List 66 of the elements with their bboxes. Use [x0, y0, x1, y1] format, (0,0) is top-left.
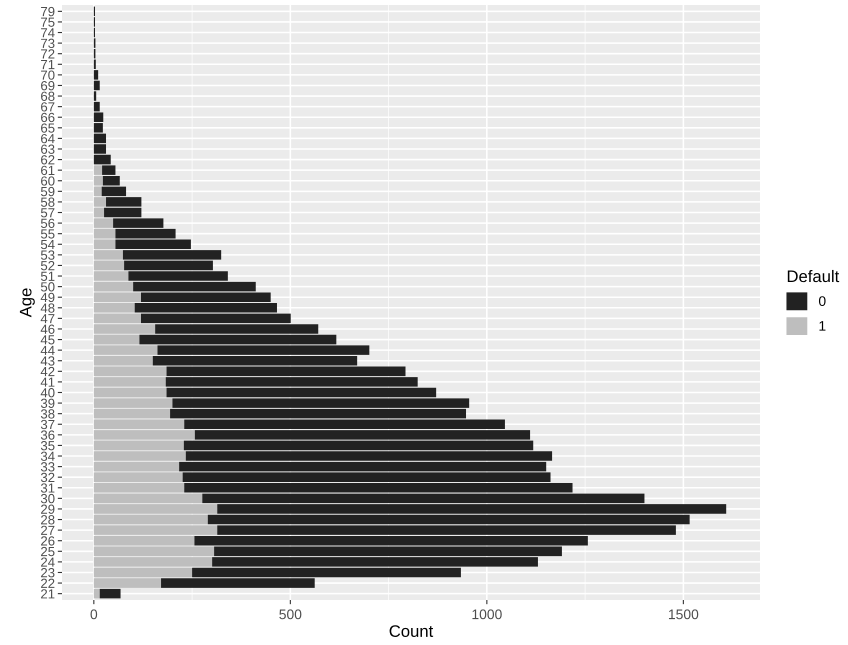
y-tick-label: 33 — [40, 462, 54, 472]
y-tick-label: 56 — [40, 218, 54, 228]
y-tick-label: 51 — [40, 272, 54, 281]
y-tick-label: 43 — [40, 356, 54, 366]
x-tick-label: 1000 — [472, 609, 502, 620]
y-tick-label: 79 — [41, 6, 54, 16]
y-tick-label: 72 — [41, 49, 54, 58]
y-tick-label: 53 — [40, 250, 54, 260]
y-tick-label: 68 — [41, 92, 54, 101]
y-tick-label: 41 — [40, 378, 54, 387]
y-tick-label: 69 — [41, 81, 54, 90]
y-tick-label: 46 — [40, 324, 54, 334]
x-tick-label: 1500 — [668, 609, 698, 620]
y-tick-label: 42 — [40, 366, 54, 376]
y-tick-label: 45 — [40, 335, 55, 344]
y-tick-label: 73 — [41, 38, 54, 48]
y-tick-label: 67 — [41, 102, 54, 112]
y-tick-label: 49 — [40, 292, 54, 302]
y-tick-label: 54 — [40, 240, 55, 250]
y-tick-label: 38 — [40, 409, 54, 419]
y-tick-label: 36 — [40, 430, 54, 440]
y-tick-label: 71 — [41, 60, 54, 70]
y-tick-label: 55 — [40, 229, 55, 239]
y-tick-label: 52 — [40, 261, 54, 270]
y-tick-label: 47 — [40, 314, 54, 324]
bar — [100, 588, 121, 598]
y-tick-label: 37 — [40, 420, 54, 430]
y-tick-label: 58 — [40, 197, 54, 207]
y-tick-label: 60 — [41, 176, 55, 186]
y-tick-label: 22 — [41, 578, 54, 588]
y-tick-label: 62 — [41, 155, 54, 164]
y-tick-label: 50 — [40, 282, 55, 292]
y-tick-label: 74 — [41, 28, 55, 38]
y-tick-label: 44 — [40, 346, 55, 355]
y-tick-label: 23 — [41, 568, 54, 578]
y-tick-label: 66 — [41, 112, 54, 122]
y-tick-label: 27 — [41, 526, 54, 535]
y-tick-label: 48 — [40, 303, 54, 313]
legend-label: 1 — [819, 321, 826, 331]
y-tick-label: 31 — [40, 483, 54, 493]
legend-label: 0 — [818, 296, 826, 306]
x-axis-title: Count — [390, 625, 434, 637]
y-tick-label: 70 — [41, 70, 55, 80]
y-tick-label: 57 — [40, 208, 54, 218]
y-tick-label: 34 — [40, 452, 55, 461]
y-tick-label: 61 — [41, 166, 54, 176]
y-tick-label: 24 — [41, 557, 55, 567]
legend-title: Default — [788, 270, 840, 282]
y-tick-label: 25 — [41, 546, 55, 556]
y-tick-label: 28 — [41, 515, 54, 524]
y-tick-label: 35 — [40, 440, 55, 450]
y-tick-label: 39 — [40, 398, 54, 408]
y-tick-label: 30 — [40, 494, 55, 504]
y-tick-label: 65 — [41, 123, 55, 133]
y-tick-label: 64 — [41, 134, 55, 144]
y-tick-label: 40 — [40, 388, 55, 398]
y-tick-label: 59 — [40, 186, 54, 196]
x-tick-label: 0 — [90, 609, 98, 620]
y-tick-label: 32 — [40, 472, 54, 482]
y-tick-label: 75 — [41, 18, 55, 27]
y-tick-label: 26 — [41, 536, 54, 546]
y-axis-title: Age — [20, 288, 35, 318]
y-tick-label: 29 — [41, 504, 54, 514]
y-tick-label: 63 — [41, 144, 54, 154]
y-tick-label: 21 — [41, 589, 54, 598]
x-tick-label: 500 — [279, 609, 302, 620]
